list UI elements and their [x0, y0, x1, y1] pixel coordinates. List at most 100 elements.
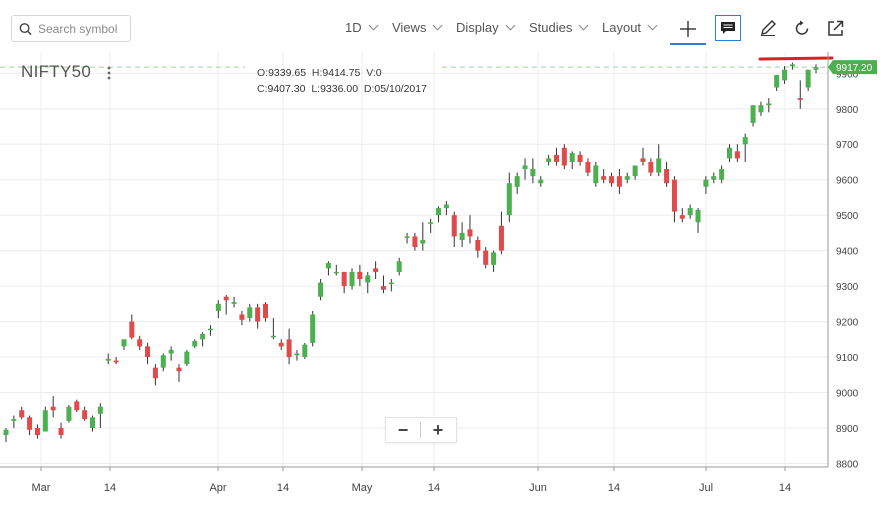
candle-up [546, 154, 552, 166]
candle-down [113, 357, 119, 365]
candle-down [34, 424, 40, 439]
chevron-down-icon [505, 20, 516, 31]
candle-body [333, 271, 339, 274]
search-input[interactable] [36, 20, 130, 37]
candle-body [105, 358, 111, 361]
candle-body [58, 427, 64, 436]
interval-menu[interactable]: 1D [345, 20, 379, 35]
candle-down [58, 422, 64, 439]
candle-body [207, 328, 213, 331]
display-menu[interactable]: Display [456, 20, 516, 35]
candle-body [695, 209, 701, 223]
y-tick-label: 9200 [836, 318, 859, 329]
layout-menu[interactable]: Layout [602, 20, 658, 35]
candle-body [215, 303, 221, 311]
candle-up [711, 172, 717, 184]
candle-down [467, 215, 473, 244]
candle-body [50, 406, 56, 411]
candle-body [318, 282, 324, 297]
x-tick-label: 14 [104, 482, 116, 494]
candle-body [436, 208, 442, 216]
comment-icon [721, 21, 735, 34]
candle-up [294, 349, 300, 361]
candle-down [255, 303, 261, 329]
candle-up [782, 66, 788, 84]
search-icon [19, 22, 32, 35]
candle-body [703, 179, 709, 187]
candle-down [152, 364, 158, 386]
symbol-name: NIFTY50 [21, 62, 92, 81]
candle-up [97, 403, 103, 428]
candle-body [247, 307, 253, 319]
y-tick-label: 9400 [836, 247, 859, 258]
studies-menu[interactable]: Studies [529, 20, 589, 35]
candle-down [671, 176, 677, 223]
crosshair-button[interactable] [670, 14, 706, 45]
candle-down [616, 169, 622, 194]
candle-body [805, 69, 811, 88]
views-menu[interactable]: Views [392, 20, 443, 35]
candle-up [420, 222, 426, 251]
candle-up [349, 268, 355, 290]
candle-down [451, 211, 457, 248]
candle-up [310, 310, 316, 347]
candle-body [782, 69, 788, 81]
zoom-out-button[interactable]: − [397, 419, 409, 440]
draw-button[interactable] [754, 14, 782, 42]
candle-body [553, 154, 559, 162]
high-value: 9414.75 [322, 67, 361, 79]
candle-body [797, 98, 803, 100]
candle-up [333, 264, 339, 276]
comment-button[interactable] [715, 15, 741, 41]
candle-body [687, 208, 693, 216]
candle-up [325, 261, 331, 276]
crosshair-icon [680, 20, 696, 37]
candle-up [90, 415, 96, 432]
candle-body [113, 360, 119, 363]
y-tick-label: 9000 [836, 389, 859, 400]
candle-down [278, 339, 284, 350]
candle-body [349, 271, 355, 287]
candle-body [514, 176, 520, 187]
candle-up [530, 158, 536, 184]
ohlc-legend: O:9339.65 H:9414.75 V:0 C:9407.30 L:9336… [257, 65, 427, 97]
candle-body [420, 239, 426, 244]
candle-down [664, 161, 670, 187]
candle-body [231, 302, 237, 304]
candle-up [703, 176, 709, 194]
candle-body [34, 427, 40, 436]
zoom-in-button[interactable]: + [432, 419, 444, 440]
candle-body [640, 158, 646, 162]
x-tick-label: Apr [209, 482, 226, 494]
more-options-icon[interactable] [106, 66, 112, 80]
candle-body [601, 176, 607, 180]
candle-body [3, 429, 9, 436]
x-tick-label: Mar [32, 482, 51, 494]
drawn-trendline [758, 56, 834, 61]
candle-down [561, 144, 567, 170]
candle-body [404, 236, 410, 238]
toolbar: 1D Views Display Studies Layout [0, 0, 884, 52]
candle-body [365, 275, 371, 283]
high-label: H: [311, 67, 323, 79]
candle-down [585, 158, 591, 177]
open-label: O: [257, 67, 269, 79]
candle-up [719, 165, 725, 184]
candle-up [365, 271, 371, 294]
candle-down [82, 406, 88, 421]
candle-body [380, 286, 386, 290]
search-box[interactable] [11, 15, 131, 42]
reset-button[interactable] [788, 14, 816, 42]
candle-body [121, 339, 127, 347]
candle-body [270, 335, 276, 338]
candlestick-chart[interactable]: 8800 8900 9000 9100 9200 9300 9400 9500 9600 9700… [0, 52, 884, 515]
candle-body [27, 417, 33, 430]
candle-body [766, 103, 772, 106]
candle-body [813, 67, 819, 70]
candle-body [168, 349, 174, 354]
candle-down [176, 364, 182, 382]
x-tick-label: 14 [779, 482, 791, 494]
candle-down [373, 261, 379, 280]
external-link-icon [827, 20, 843, 36]
popout-button[interactable] [821, 14, 849, 42]
